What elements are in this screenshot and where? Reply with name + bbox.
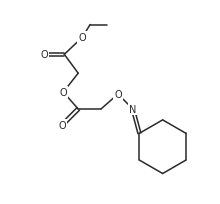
- Text: O: O: [59, 120, 66, 130]
- Text: O: O: [41, 50, 48, 60]
- Text: O: O: [114, 90, 122, 100]
- Text: O: O: [78, 33, 86, 43]
- Text: O: O: [59, 88, 67, 98]
- Text: N: N: [129, 104, 137, 114]
